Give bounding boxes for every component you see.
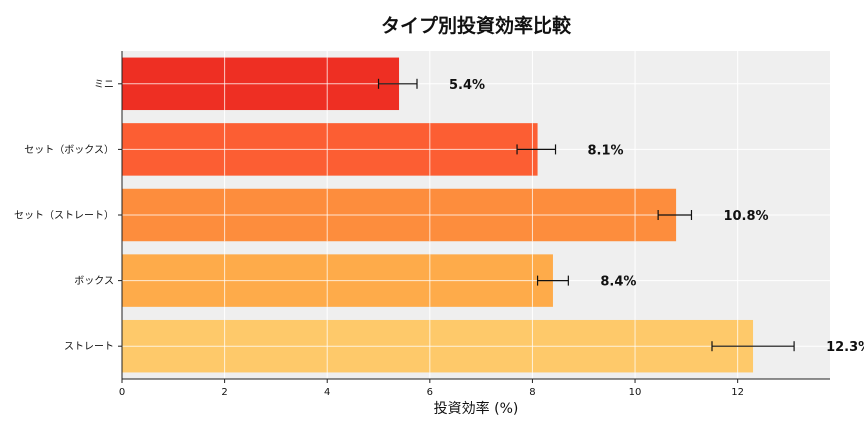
x-tick-label: 4: [324, 387, 330, 398]
x-axis-ticks: 0 2 4 6 8 10 12: [119, 379, 744, 398]
error-bars: [377, 78, 795, 352]
data-label: 10.8%: [723, 209, 768, 224]
x-axis-label: 投資効率 (%): [434, 400, 519, 417]
bars: [122, 57, 754, 373]
category-label: ボックス: [74, 275, 114, 287]
data-labels: 5.4% 8.1% 10.8% 8.4% 12.3%: [449, 78, 864, 355]
x-tick-label: 0: [119, 387, 125, 398]
chart-title: タイプ別投資効率比較: [381, 14, 572, 37]
category-label: セット（ストレート）: [14, 210, 114, 222]
x-tick-label: 8: [529, 387, 535, 398]
category-label: セット（ボックス）: [24, 144, 114, 156]
data-label: 8.4%: [600, 275, 636, 290]
x-tick-label: 6: [427, 387, 433, 398]
category-label: ストレート: [64, 342, 114, 353]
data-label: 8.1%: [588, 143, 624, 158]
data-label: 5.4%: [449, 78, 485, 93]
x-tick-label: 10: [629, 387, 642, 398]
category-label: ミニ: [94, 79, 114, 90]
x-tick-label: 2: [221, 387, 227, 398]
x-tick-label: 12: [731, 387, 744, 398]
data-label: 12.3%: [826, 340, 864, 355]
